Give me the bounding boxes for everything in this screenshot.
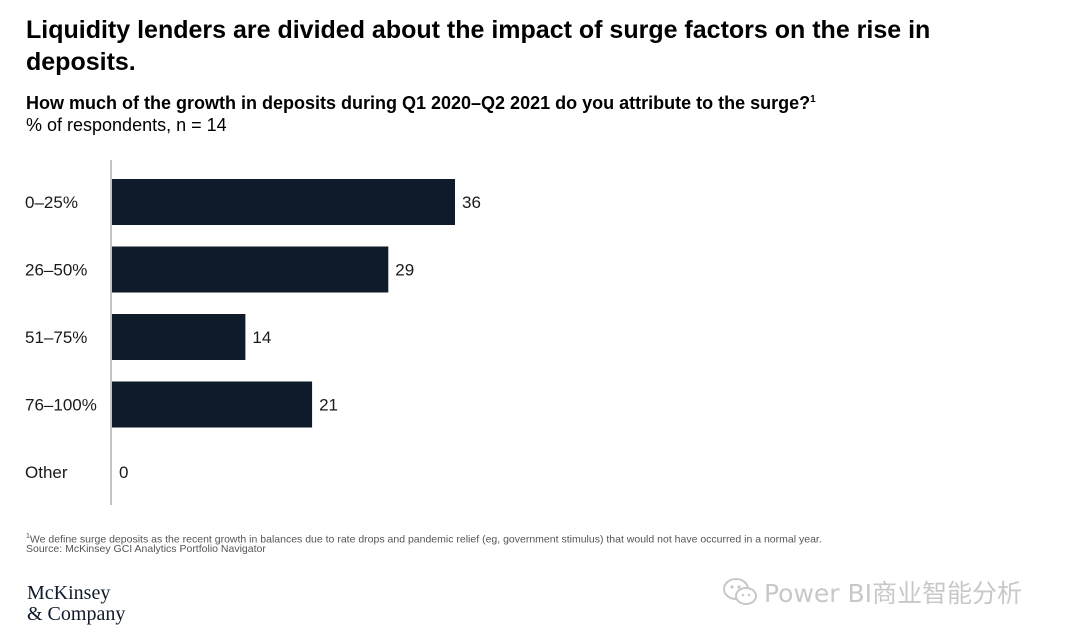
bar [112,381,313,428]
category-label: 76–100% [25,396,97,415]
value-label: 36 [462,193,481,212]
chart-title: Liquidity lenders are divided about the … [26,16,931,76]
watermark: Power BI商业智能分析 [722,574,1022,610]
logo-line-1: McKinsey [27,582,111,604]
wechat-icon [723,578,757,605]
category-label: 26–50% [25,261,87,280]
value-label: 21 [319,396,338,415]
footnote-text: We define surge deposits as the recent g… [29,533,822,546]
bar [112,314,246,360]
footnote-marker: 1 [26,533,30,540]
mckinsey-logo: McKinsey & Company [27,583,125,625]
category-label: 0–25% [25,193,78,212]
question-footnote-marker: 1 [810,94,816,105]
source-note: Source: McKinsey GCI Analytics Portfolio… [26,543,266,555]
bar-chart: 0–25% 36 26–50% 29 51–75% 14 76–100% 21 Other 0 [25,160,481,505]
chart-subtitle: % of respondents, n = 14 [26,115,227,135]
category-label: 51–75% [25,328,87,347]
question-text: How much of the growth in deposits durin… [26,93,811,113]
watermark-text: Power BI商业智能分析 [764,579,1023,608]
value-label: 29 [395,261,414,280]
value-label: 0 [119,463,128,482]
bar [112,246,389,293]
value-label: 14 [252,328,271,347]
footnote: 1We define surge deposits as the recent … [26,530,822,547]
logo-line-2: & Company [27,603,126,625]
chart-question: How much of the growth in deposits durin… [26,89,816,114]
bar [112,179,455,225]
category-label: Other [25,463,68,482]
